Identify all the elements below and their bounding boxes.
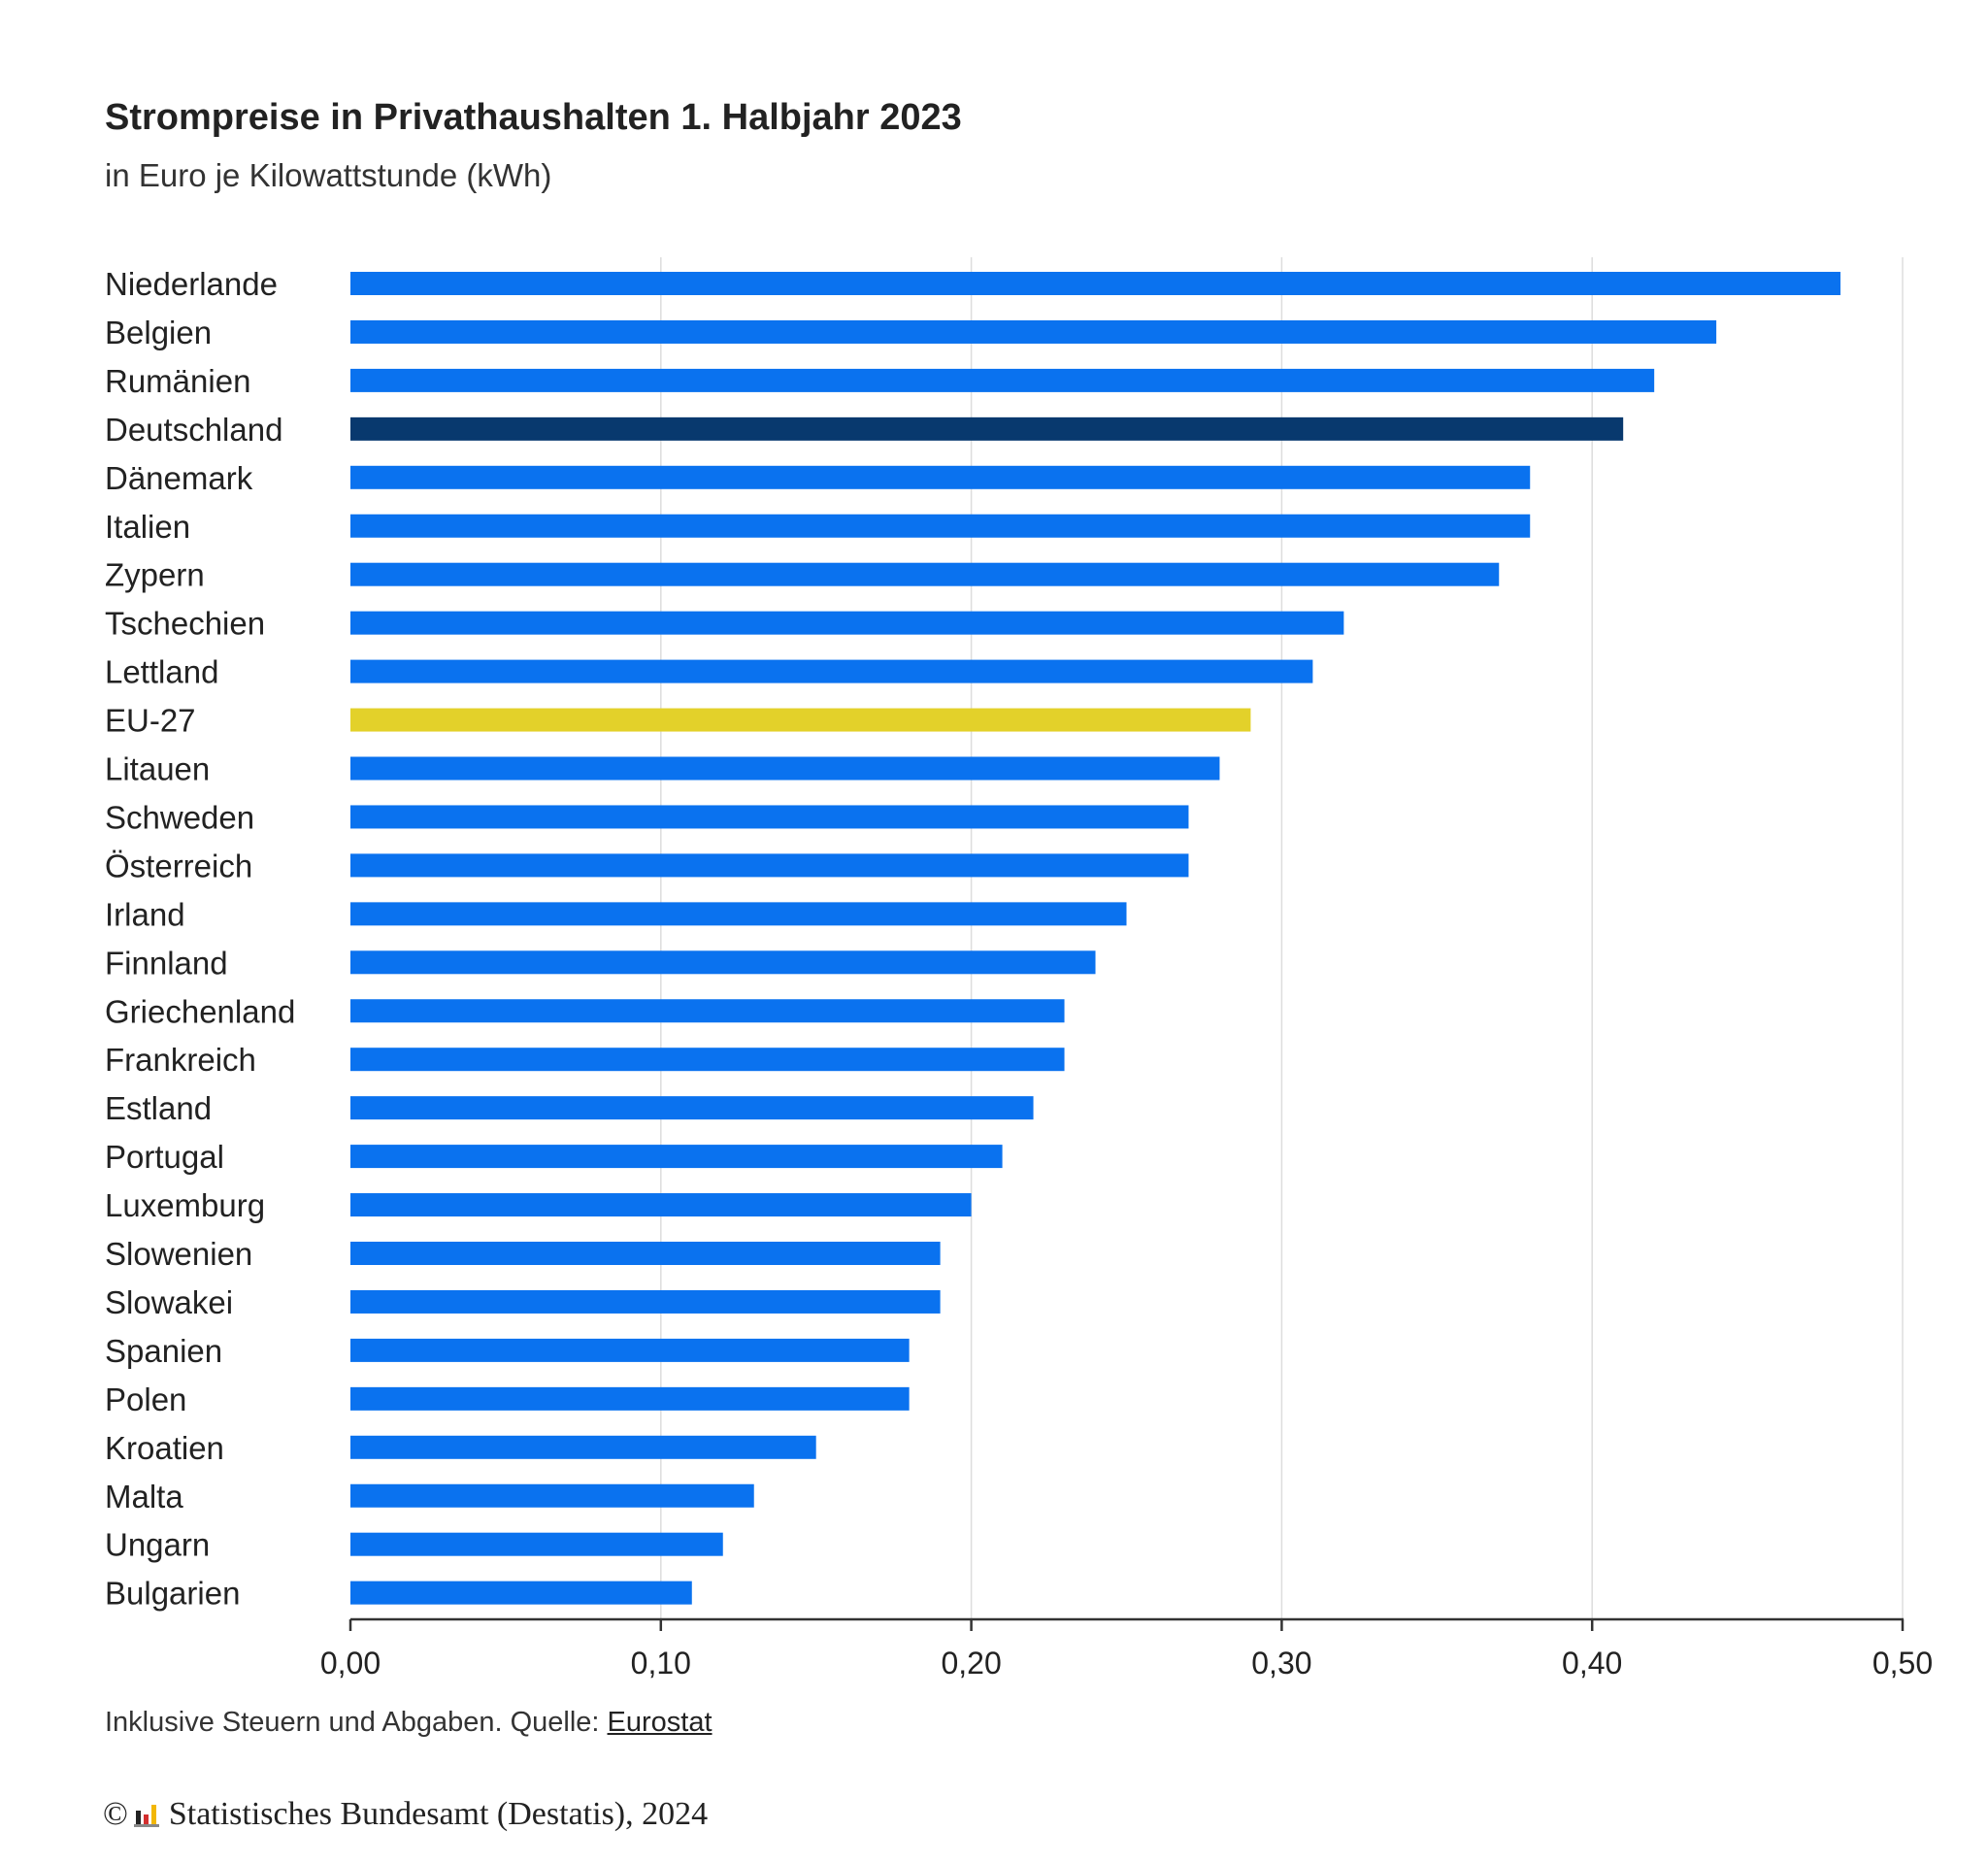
bar-8 [350, 659, 1313, 683]
category-label: Dänemark [105, 460, 253, 496]
category-label: Irland [105, 896, 185, 932]
x-tick-label: 0,10 [631, 1646, 691, 1681]
x-axis: 0,00 0,10 0,20 0,30 0,40 0,50 [320, 1617, 1933, 1681]
bar-16 [350, 1048, 1065, 1072]
category-label: Portugal [105, 1139, 224, 1175]
bar-20 [350, 1242, 941, 1265]
category-label: Luxemburg [105, 1187, 265, 1223]
category-label: Kroatien [105, 1430, 224, 1466]
x-tick-label: 0,40 [1562, 1646, 1622, 1681]
category-labels: Niederlande Belgien Rumänien Deutschland Dän… [105, 266, 295, 1612]
copyright-text: Statistisches Bundesamt (Destatis), 2024 [168, 1796, 709, 1832]
bar-25 [350, 1483, 754, 1508]
bar-17 [350, 1096, 1034, 1120]
bar-24 [350, 1435, 816, 1459]
bar-11 [350, 805, 1189, 829]
bar-1 [350, 319, 1717, 344]
bar-chart: Niederlande Belgien Rumänien Deutschland Dän… [105, 257, 1933, 1681]
bars [350, 272, 1841, 1605]
bar-7 [350, 611, 1344, 635]
eurostat-link[interactable]: Eurostat [607, 1707, 712, 1738]
bar-10 [350, 756, 1220, 781]
bar-12 [350, 853, 1189, 878]
bar-6 [350, 562, 1500, 586]
category-label: Schweden [105, 799, 254, 835]
copyright-symbol: © [103, 1796, 128, 1832]
category-label: Zypern [105, 557, 205, 593]
bar-15 [350, 999, 1065, 1023]
category-label: Tschechien [105, 606, 265, 642]
bar-3 [350, 416, 1624, 441]
category-label: Lettland [105, 654, 218, 690]
category-label: Bulgarien [105, 1576, 240, 1612]
destatis-logo-icon [133, 1805, 159, 1827]
copyright: © Statistisches Bundesamt (Destatis), 20… [103, 1796, 708, 1833]
x-tick-label: 0,20 [941, 1646, 1001, 1681]
category-label: Ungarn [105, 1527, 210, 1563]
bar-21 [350, 1289, 941, 1314]
bar-0 [350, 272, 1841, 295]
bar-26 [350, 1532, 723, 1556]
category-label: Malta [105, 1479, 183, 1514]
x-tick-label: 0,30 [1251, 1646, 1311, 1681]
category-label: Niederlande [105, 266, 278, 302]
bar-23 [350, 1386, 910, 1411]
bar-27 [350, 1581, 692, 1605]
gridlines [660, 257, 1904, 1619]
category-label: Belgien [105, 315, 212, 350]
bar-4 [350, 465, 1531, 489]
footnote-text: Inklusive Steuern und Abgaben. Quelle: [105, 1707, 608, 1738]
bar-2 [350, 368, 1655, 392]
bar-13 [350, 902, 1127, 926]
category-label: Slowakei [105, 1284, 233, 1320]
category-label: Österreich [105, 848, 252, 883]
footnote: Inklusive Steuern und Abgaben. Quelle: E… [105, 1707, 712, 1739]
category-label: Spanien [105, 1333, 222, 1369]
x-tick-label: 0,00 [320, 1646, 381, 1681]
category-label: Litauen [105, 751, 210, 787]
category-label: Polen [105, 1381, 186, 1417]
category-label: Slowenien [105, 1236, 252, 1272]
category-label: Finnland [105, 945, 228, 981]
category-label: Estland [105, 1090, 212, 1126]
bar-18 [350, 1145, 1003, 1169]
bar-14 [350, 950, 1096, 975]
chart-subtitle: in Euro je Kilowattstunde (kWh) [105, 157, 552, 193]
x-tick-label: 0,50 [1872, 1646, 1933, 1681]
bar-5 [350, 514, 1531, 538]
bar-22 [350, 1338, 910, 1362]
chart-title: Strompreise in Privathaushalten 1. Halbj… [105, 97, 962, 138]
category-label: Rumänien [105, 363, 250, 399]
category-label: EU-27 [105, 703, 196, 739]
category-label: Griechenland [105, 993, 295, 1029]
bar-19 [350, 1193, 972, 1217]
category-label: Italien [105, 509, 190, 545]
bar-9 [350, 708, 1251, 732]
category-label: Deutschland [105, 412, 282, 448]
category-label: Frankreich [105, 1042, 256, 1078]
